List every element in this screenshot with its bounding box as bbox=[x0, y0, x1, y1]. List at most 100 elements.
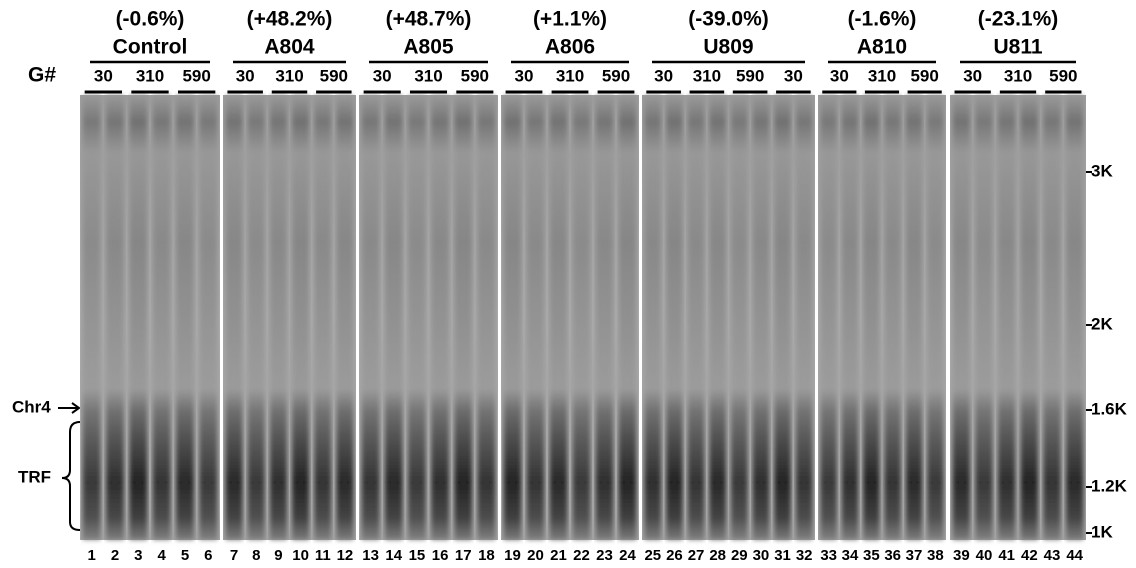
lane-number: 33 bbox=[820, 547, 837, 564]
group-change: (-1.6%) bbox=[848, 8, 917, 31]
dose-label: 30 bbox=[94, 66, 113, 85]
gel-lane bbox=[106, 95, 124, 540]
lane-number: 18 bbox=[478, 547, 495, 564]
dose-label: 590 bbox=[910, 66, 938, 85]
gel-lane bbox=[1066, 95, 1084, 540]
gel-lane bbox=[905, 95, 923, 540]
lane-number: 11 bbox=[315, 547, 331, 564]
gel-lane bbox=[975, 95, 993, 540]
gel-lane bbox=[595, 95, 614, 540]
group-change: (-23.1%) bbox=[978, 8, 1059, 31]
dose-label: 30 bbox=[963, 66, 982, 85]
dose-label: 590 bbox=[461, 66, 489, 85]
dose-label: 30 bbox=[236, 66, 255, 85]
lane-number: 2 bbox=[111, 547, 119, 564]
lane-number: 4 bbox=[157, 547, 166, 564]
gel-lane bbox=[795, 95, 813, 540]
marker-label: 1K bbox=[1091, 522, 1113, 541]
gel-lane bbox=[774, 95, 791, 540]
group-change: (-0.6%) bbox=[116, 8, 185, 31]
gel-lane bbox=[666, 95, 683, 540]
dose-label: 30 bbox=[373, 66, 392, 85]
gel-lane bbox=[709, 95, 726, 540]
dose-label: 590 bbox=[602, 66, 630, 85]
row-label: G# bbox=[28, 64, 56, 87]
lane-number: 24 bbox=[619, 547, 636, 564]
lane-number: 38 bbox=[927, 547, 944, 564]
lane-number: 20 bbox=[527, 547, 544, 564]
marker-label: 3K bbox=[1091, 161, 1113, 180]
dose-label: 310 bbox=[556, 66, 584, 85]
lane-number: 40 bbox=[976, 547, 993, 564]
lane-number: 21 bbox=[550, 547, 567, 564]
gel-lane bbox=[152, 95, 171, 540]
lane-number: 34 bbox=[842, 547, 859, 564]
gel-lane bbox=[618, 95, 637, 540]
dose-label: 30 bbox=[830, 66, 849, 85]
gel-lane bbox=[503, 95, 522, 540]
gel-lane bbox=[336, 95, 354, 540]
group-name: U809 bbox=[703, 36, 753, 59]
gel-lane bbox=[225, 95, 243, 540]
gel-lane bbox=[841, 95, 859, 540]
gel-lane bbox=[526, 95, 545, 540]
lane-number: 23 bbox=[596, 547, 613, 564]
gel-lane bbox=[199, 95, 218, 540]
gel-lane bbox=[927, 95, 944, 540]
lane-number: 41 bbox=[998, 547, 1015, 564]
group-name: A806 bbox=[545, 36, 595, 59]
lane-number: 3 bbox=[134, 547, 142, 564]
lane-number: 8 bbox=[252, 547, 260, 564]
lane-number: 7 bbox=[230, 547, 238, 564]
lane-number: 39 bbox=[953, 547, 970, 564]
dose-label: 590 bbox=[182, 66, 210, 85]
gel-lane bbox=[863, 95, 880, 540]
group-change: (+48.2%) bbox=[247, 8, 333, 31]
dose-label: 30 bbox=[515, 66, 534, 85]
gel-lane bbox=[644, 95, 662, 540]
gel-panel bbox=[80, 95, 220, 540]
group-change: (-39.0%) bbox=[688, 8, 769, 31]
lane-number: 14 bbox=[385, 547, 402, 564]
gel-lane bbox=[384, 95, 403, 540]
gel-lane bbox=[1020, 95, 1038, 540]
dose-label: 30 bbox=[784, 66, 803, 85]
lane-number: 10 bbox=[292, 547, 309, 564]
dose-label: 590 bbox=[736, 66, 764, 85]
dose-label: 310 bbox=[868, 66, 896, 85]
group-name: Control bbox=[113, 36, 188, 59]
trf-label: TRF bbox=[18, 467, 51, 486]
dose-label: 310 bbox=[693, 66, 721, 85]
lane-number: 22 bbox=[573, 547, 590, 564]
dose-label: 310 bbox=[275, 66, 303, 85]
dose-label: 590 bbox=[320, 66, 348, 85]
lane-number: 6 bbox=[204, 547, 212, 564]
lane-number: 5 bbox=[181, 547, 189, 564]
lane-number: 16 bbox=[432, 547, 449, 564]
gel-lane bbox=[408, 95, 426, 540]
group-name: U811 bbox=[993, 36, 1042, 59]
group-name: A804 bbox=[264, 36, 315, 59]
lane-number: 31 bbox=[774, 547, 791, 564]
dose-label: 30 bbox=[654, 66, 673, 85]
gel-lane bbox=[176, 95, 194, 540]
group-name: A810 bbox=[857, 36, 907, 59]
lane-number: 19 bbox=[504, 547, 521, 564]
gel-lane bbox=[292, 95, 310, 540]
lane-number: 37 bbox=[906, 547, 923, 564]
group-name: A805 bbox=[403, 36, 454, 59]
gel-lane bbox=[752, 95, 770, 540]
chr4-arrow bbox=[58, 402, 81, 414]
gel-lane bbox=[361, 95, 380, 540]
dose-label: 310 bbox=[136, 66, 164, 85]
gel-panel bbox=[950, 95, 1086, 540]
lane-number: 12 bbox=[337, 547, 354, 564]
gel-panel bbox=[501, 95, 639, 540]
gel-lane bbox=[269, 95, 287, 540]
group-change: (+48.7%) bbox=[386, 8, 472, 31]
lane-number: 27 bbox=[688, 547, 705, 564]
gel-lane bbox=[572, 95, 591, 540]
gel-lane bbox=[687, 95, 705, 540]
gel-panel bbox=[359, 95, 498, 540]
lane-number: 17 bbox=[455, 547, 472, 564]
